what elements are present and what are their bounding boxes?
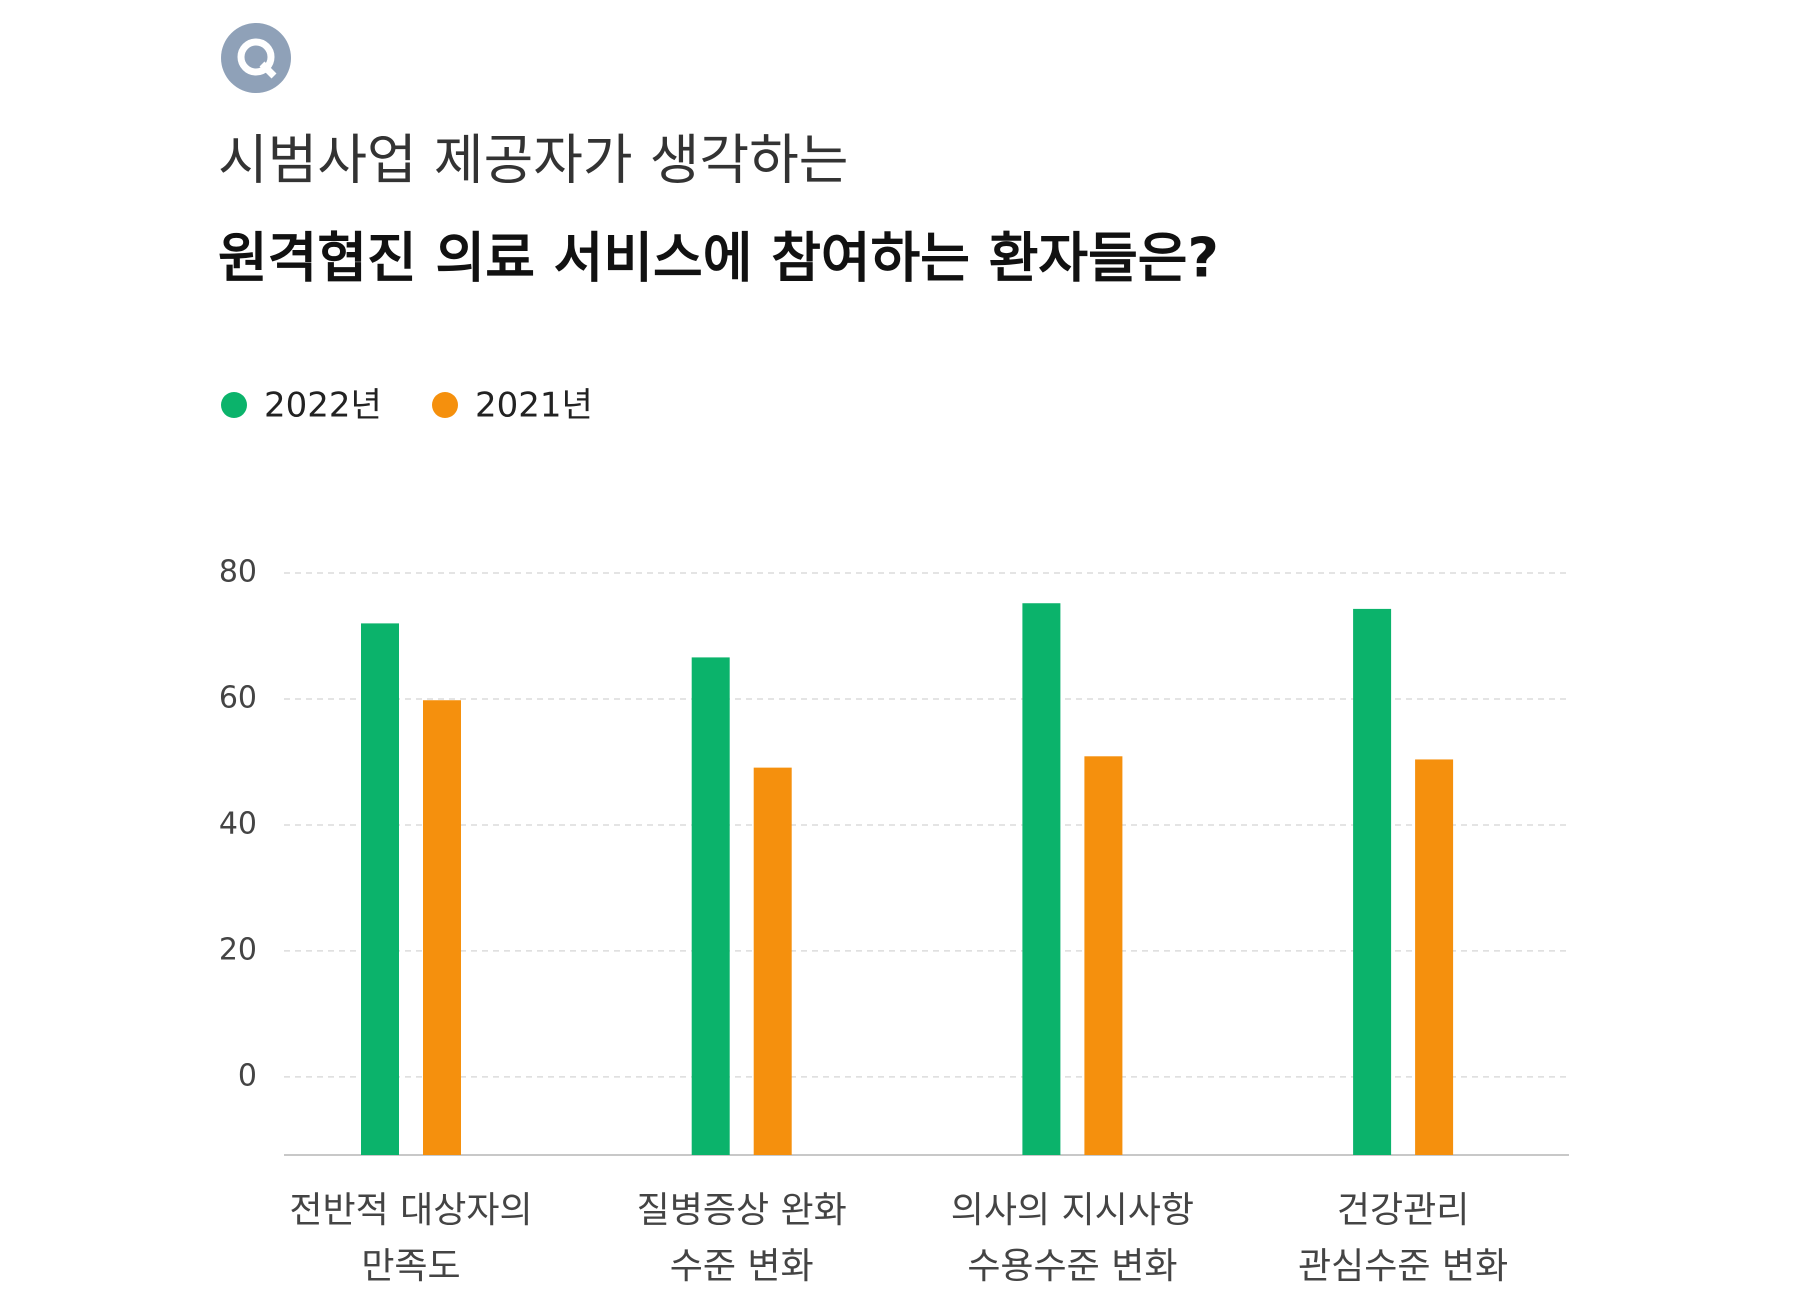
bar bbox=[753, 767, 792, 1155]
bar bbox=[1022, 603, 1061, 1155]
bar bbox=[1415, 759, 1454, 1155]
legend-marker bbox=[221, 392, 247, 418]
bar bbox=[1353, 608, 1392, 1155]
x-tick-label-line: 수준 변화 bbox=[670, 1246, 814, 1287]
legend-label: 2021년 bbox=[475, 386, 593, 426]
chart-title: 시범사업 제공자가 생각하는 bbox=[218, 129, 849, 192]
x-tick-label-line: 수용수준 변화 bbox=[967, 1246, 1177, 1287]
logo-glyph bbox=[259, 61, 277, 79]
chart-subtitle: 원격협진 의료 서비스에 참여하는 환자들은? bbox=[218, 227, 1219, 290]
y-tick-label: 60 bbox=[219, 680, 257, 715]
x-tick-label-line: 의사의 지시사항 bbox=[951, 1190, 1194, 1231]
x-tick-label-line: 만족도 bbox=[361, 1246, 460, 1287]
x-tick-label-line: 관심수준 변화 bbox=[1298, 1246, 1508, 1287]
logo-glyph bbox=[237, 38, 275, 76]
bar bbox=[691, 657, 730, 1155]
x-tick-label-line: 질병증상 완화 bbox=[637, 1190, 847, 1231]
x-tick-label-line: 건강관리 bbox=[1337, 1190, 1469, 1231]
bar bbox=[361, 623, 399, 1155]
bar bbox=[423, 700, 461, 1155]
x-tick-label-line: 전반적 대상자의 bbox=[289, 1190, 532, 1231]
legend-marker bbox=[432, 392, 458, 418]
bar bbox=[1084, 756, 1123, 1155]
legend-label: 2022년 bbox=[264, 386, 382, 426]
y-tick-label: 20 bbox=[219, 932, 257, 967]
y-tick-label: 40 bbox=[219, 806, 257, 841]
y-tick-label: 0 bbox=[238, 1058, 257, 1093]
logo-icon bbox=[221, 23, 291, 93]
y-tick-label: 80 bbox=[219, 555, 257, 590]
